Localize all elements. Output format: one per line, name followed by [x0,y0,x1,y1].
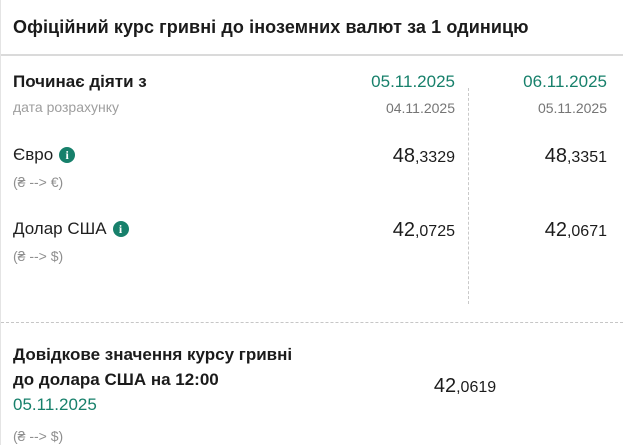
dollar-rate-1-frac: ,0725 [414,223,455,240]
info-icon[interactable]: i [112,221,129,237]
euro-label: Євро [13,145,54,164]
currency-name-dollar: Долар США i [13,219,305,239]
reference-label: Довідкове значення курсу гривні до долар… [13,345,293,389]
dollar-label-cell: Долар США i (₴ --> $) [13,219,305,264]
euro-rate-2-frac: ,3351 [566,149,607,166]
reference-value-cell: 42,0619 [323,342,607,444]
effective-from-label: Починає діяти з [13,72,147,91]
dollar-rate-1: 42,0725 [305,219,455,242]
euro-rate-1-int: 48 [392,145,415,167]
calc-date-label: дата розрахунку [13,99,119,115]
table-row-euro: Євро i (₴ --> €) 48,3329 48,3351 [13,145,607,190]
page-title: Офіційний курс гривні до іноземних валют… [13,17,529,37]
reference-date: 05.11.2025 [13,395,97,414]
widget-header: Офіційний курс гривні до іноземних валют… [1,0,623,56]
section-divider [1,322,623,323]
effective-date-2: 06.11.2025 [523,72,607,91]
euro-label-cell: Євро i (₴ --> €) [13,145,305,190]
euro-rate-2: 48,3351 [455,145,607,168]
euro-rate-2-int: 48 [544,145,567,167]
dollar-rate-2: 42,0671 [455,219,607,242]
currency-name-euro: Євро i [13,145,305,165]
reference-rate: 42,0619 [434,375,496,398]
dates-header-cell: Починає діяти з дата розрахунку [13,72,305,115]
euro-rate-1-frac: ,3329 [414,149,455,166]
dollar-rate-1-int: 42 [392,219,415,241]
euro-pair-label: (₴ --> €) [13,174,64,190]
calc-date-2: 05.11.2025 [537,100,607,116]
date-column-2: 06.11.2025 05.11.2025 [455,72,607,116]
rates-table: Починає діяти з дата розрахунку 05.11.20… [1,72,623,322]
info-icon[interactable]: i [59,147,76,163]
reference-rate-int: 42 [433,374,457,397]
calc-date-1: 04.11.2025 [385,100,455,116]
table-row-dates: Починає діяти з дата розрахунку 05.11.20… [13,72,607,116]
euro-rate-1: 48,3329 [305,145,455,168]
date-column-1: 05.11.2025 04.11.2025 [305,72,455,116]
dollar-rate-2-int: 42 [544,219,567,241]
dollar-rate-2-frac: ,0671 [566,223,607,240]
reference-rate-frac: ,0619 [456,378,497,396]
effective-date-1: 05.11.2025 [371,72,455,91]
dollar-label: Долар США [13,219,107,238]
reference-pair-label: (₴ --> $) [13,428,64,444]
reference-info: Довідкове значення курсу гривні до долар… [13,342,323,444]
table-row-dollar: Долар США i (₴ --> $) 42,0725 42,0671 [13,219,607,264]
dollar-pair-label: (₴ --> $) [13,248,64,264]
reference-section: Довідкове значення курсу гривні до долар… [1,323,623,444]
column-divider [468,88,469,304]
